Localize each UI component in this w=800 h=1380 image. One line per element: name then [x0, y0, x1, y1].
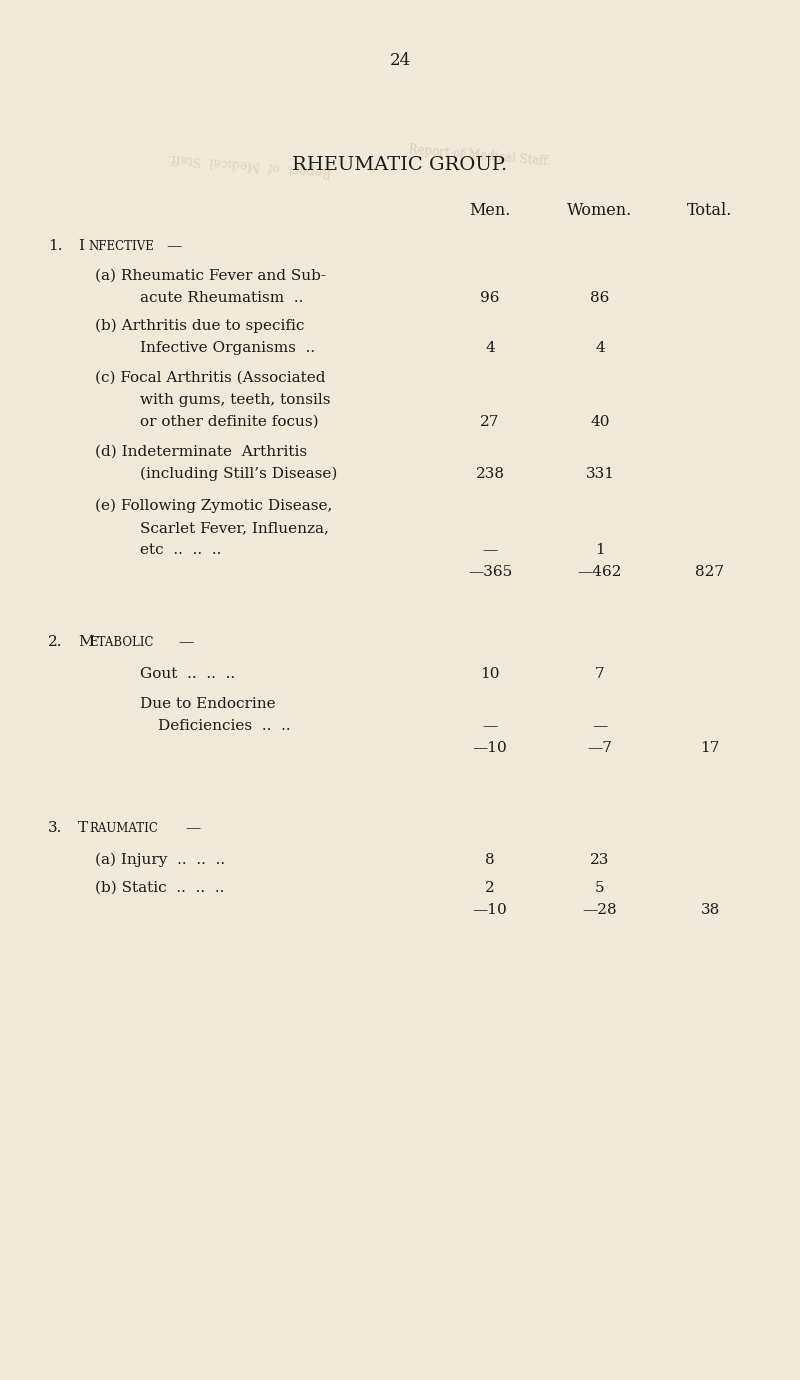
- Text: (including Still’s Disease): (including Still’s Disease): [140, 466, 338, 482]
- Text: T: T: [78, 821, 88, 835]
- Text: Gout  ..  ..  ..: Gout .. .. ..: [140, 667, 235, 680]
- Text: Infective Organisms  ..: Infective Organisms ..: [140, 341, 315, 355]
- Text: 5: 5: [595, 880, 605, 896]
- Text: 40: 40: [590, 415, 610, 429]
- Text: (d) Indeterminate  Arthritis: (d) Indeterminate Arthritis: [95, 444, 307, 460]
- Text: 4: 4: [595, 341, 605, 355]
- Text: Due to Endocrine: Due to Endocrine: [140, 697, 276, 711]
- Text: (b) Arthritis due to specific: (b) Arthritis due to specific: [95, 319, 304, 333]
- Text: 17: 17: [700, 741, 720, 755]
- Text: —10: —10: [473, 903, 507, 916]
- Text: Report  of  Medical  Staff.: Report of Medical Staff.: [168, 150, 332, 178]
- Text: Deficiencies  ..  ..: Deficiencies .. ..: [158, 719, 290, 733]
- Text: 331: 331: [586, 466, 614, 482]
- Text: 2.: 2.: [48, 635, 62, 649]
- Text: or other definite focus): or other definite focus): [140, 415, 318, 429]
- Text: 7: 7: [595, 667, 605, 680]
- Text: —7: —7: [587, 741, 613, 755]
- Text: 27: 27: [480, 415, 500, 429]
- Text: Men.: Men.: [470, 201, 510, 219]
- Text: 96: 96: [480, 291, 500, 305]
- Text: (a) Injury  ..  ..  ..: (a) Injury .. .. ..: [95, 853, 225, 867]
- Text: M: M: [78, 635, 94, 649]
- Text: etc  ..  ..  ..: etc .. .. ..: [140, 542, 222, 558]
- Text: 24: 24: [390, 52, 410, 69]
- Text: 2: 2: [485, 880, 495, 896]
- Text: acute Rheumatism  ..: acute Rheumatism ..: [140, 291, 303, 305]
- Text: —: —: [592, 719, 608, 733]
- Text: 3.: 3.: [48, 821, 62, 835]
- Text: —462: —462: [578, 564, 622, 580]
- Text: —365: —365: [468, 564, 512, 580]
- Text: 4: 4: [485, 341, 495, 355]
- Text: 1: 1: [595, 542, 605, 558]
- Text: (a) Rheumatic Fever and Sub-: (a) Rheumatic Fever and Sub-: [95, 269, 326, 283]
- Text: 8: 8: [485, 853, 495, 867]
- Text: —: —: [482, 542, 498, 558]
- Text: RHEUMATIC GROUP.: RHEUMATIC GROUP.: [292, 156, 508, 174]
- Text: (b) Static  ..  ..  ..: (b) Static .. .. ..: [95, 880, 224, 896]
- Text: Scarlet Fever, Influenza,: Scarlet Fever, Influenza,: [140, 522, 329, 535]
- Text: Report of Medical Staff.: Report of Medical Staff.: [408, 142, 552, 168]
- Text: with gums, teeth, tonsils: with gums, teeth, tonsils: [140, 393, 330, 407]
- Text: —: —: [166, 239, 182, 253]
- Text: 38: 38: [700, 903, 720, 916]
- Text: —28: —28: [582, 903, 618, 916]
- Text: I: I: [78, 239, 84, 253]
- Text: RAUMATIC: RAUMATIC: [89, 822, 158, 835]
- Text: 86: 86: [590, 291, 610, 305]
- Text: 23: 23: [590, 853, 610, 867]
- Text: 10: 10: [480, 667, 500, 680]
- Text: —: —: [185, 821, 200, 835]
- Text: Women.: Women.: [567, 201, 633, 219]
- Text: —: —: [178, 635, 194, 649]
- Text: ETABOLIC: ETABOLIC: [89, 636, 154, 649]
- Text: 827: 827: [695, 564, 725, 580]
- Text: (c) Focal Arthritis (Associated: (c) Focal Arthritis (Associated: [95, 371, 326, 385]
- Text: (e) Following Zymotic Disease,: (e) Following Zymotic Disease,: [95, 498, 332, 513]
- Text: —: —: [482, 719, 498, 733]
- Text: —10: —10: [473, 741, 507, 755]
- Text: 1.: 1.: [48, 239, 62, 253]
- Text: NFECTIVE: NFECTIVE: [88, 240, 154, 253]
- Text: 238: 238: [475, 466, 505, 482]
- Text: Total.: Total.: [687, 201, 733, 219]
